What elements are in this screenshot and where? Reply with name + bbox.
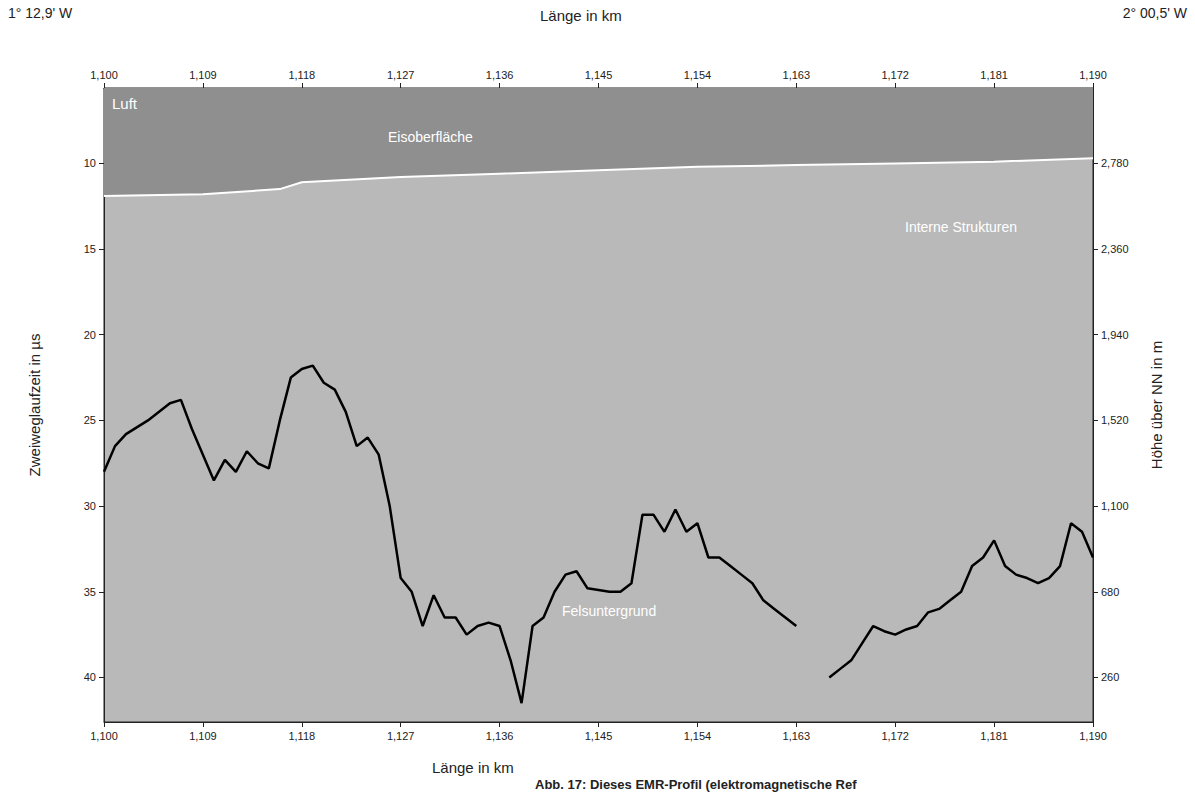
svg-text:1,172: 1,172 (881, 730, 909, 742)
svg-text:680: 680 (1101, 586, 1119, 598)
svg-text:1,118: 1,118 (288, 730, 315, 742)
svg-text:10: 10 (84, 157, 96, 169)
svg-text:1,181: 1,181 (980, 730, 1008, 742)
svg-text:1,100: 1,100 (90, 69, 118, 81)
svg-text:1,181: 1,181 (980, 69, 1008, 81)
svg-text:1,127: 1,127 (387, 730, 415, 742)
svg-text:1,163: 1,163 (783, 69, 811, 81)
svg-text:1,136: 1,136 (486, 69, 514, 81)
svg-text:Länge in km: Länge in km (540, 7, 622, 24)
svg-text:1,145: 1,145 (585, 730, 613, 742)
svg-text:30: 30 (84, 500, 96, 512)
svg-text:1,163: 1,163 (783, 730, 811, 742)
svg-text:20: 20 (84, 329, 96, 341)
svg-text:Felsuntergrund: Felsuntergrund (562, 603, 656, 619)
svg-text:15: 15 (84, 243, 96, 255)
svg-text:1,940: 1,940 (1101, 329, 1129, 341)
svg-text:1,136: 1,136 (486, 730, 514, 742)
svg-text:2° 00,5' W: 2° 00,5' W (1123, 5, 1188, 21)
svg-text:1,100: 1,100 (1101, 500, 1129, 512)
svg-text:2,360: 2,360 (1101, 243, 1129, 255)
svg-text:Zweiweglaufzeit in µs: Zweiweglaufzeit in µs (26, 334, 43, 477)
svg-text:1,520: 1,520 (1101, 414, 1129, 426)
svg-text:2,780: 2,780 (1101, 157, 1129, 169)
svg-text:1,118: 1,118 (288, 69, 315, 81)
svg-text:25: 25 (84, 414, 96, 426)
svg-text:1,127: 1,127 (387, 69, 415, 81)
svg-text:1° 12,9' W: 1° 12,9' W (8, 5, 73, 21)
svg-text:Eisoberfläche: Eisoberfläche (388, 129, 473, 145)
svg-text:1,190: 1,190 (1079, 69, 1107, 81)
svg-text:260: 260 (1101, 671, 1119, 683)
svg-text:1,154: 1,154 (684, 730, 712, 742)
svg-text:1,145: 1,145 (585, 69, 613, 81)
svg-text:Luft: Luft (112, 95, 138, 112)
svg-text:40: 40 (84, 671, 96, 683)
svg-text:1,100: 1,100 (90, 730, 118, 742)
svg-text:1,190: 1,190 (1079, 730, 1107, 742)
svg-text:Höhe über NN in m: Höhe über NN in m (1148, 341, 1165, 469)
svg-text:Länge in km: Länge in km (432, 759, 514, 776)
svg-text:1,109: 1,109 (189, 730, 217, 742)
svg-text:1,109: 1,109 (189, 69, 217, 81)
svg-text:Abb. 17: Dieses EMR-Profil (el: Abb. 17: Dieses EMR-Profil (elektromagne… (535, 777, 857, 792)
svg-text:35: 35 (84, 586, 96, 598)
svg-text:1,154: 1,154 (684, 69, 712, 81)
svg-text:Interne Strukturen: Interne Strukturen (905, 219, 1017, 235)
svg-text:1,172: 1,172 (881, 69, 909, 81)
